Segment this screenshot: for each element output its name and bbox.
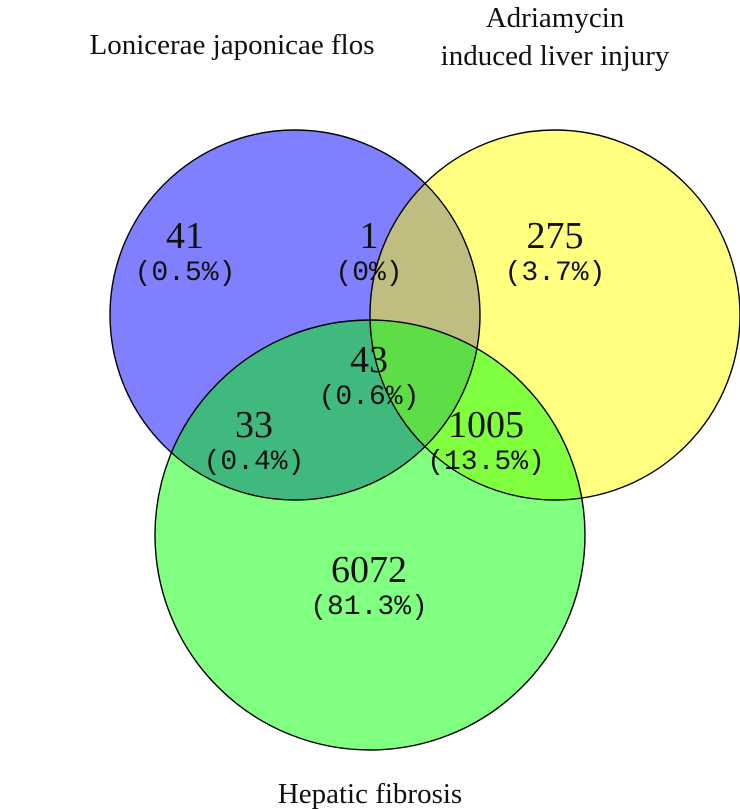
label-adriamycin-line-1: Adriamycin — [486, 2, 625, 34]
label-hepatic-fibrosis: Hepatic fibrosis — [278, 778, 462, 809]
percent-liver-only: (3.7%) — [505, 258, 606, 289]
percent-flos-only: (0.5%) — [135, 258, 236, 289]
count-fibrosis-only: 6072 — [331, 549, 407, 591]
percent-flos-fibrosis: (0.4%) — [204, 447, 305, 478]
outline-adriamycin-liver-injury — [369, 129, 740, 501]
percent-flos-liver: (0%) — [335, 258, 402, 289]
count-liver-only: 275 — [527, 215, 584, 257]
count-all-three: 43 — [350, 339, 388, 381]
count-liver-fibrosis: 1005 — [448, 404, 524, 446]
percent-fibrosis-only: (81.3%) — [310, 592, 428, 623]
region-liver-fibrosis — [370, 320, 585, 500]
percent-all-three: (0.6%) — [319, 382, 420, 413]
label-lonicerae-japonicae-flos: Lonicerae japonicae flos — [89, 29, 374, 61]
percent-liver-fibrosis: (13.5%) — [427, 447, 545, 478]
outline-hepatic-fibrosis — [154, 319, 586, 751]
count-flos-only: 41 — [166, 215, 204, 257]
count-flos-fibrosis: 33 — [235, 404, 273, 446]
outline-lonicerae-japonicae-flos — [109, 129, 481, 501]
label-adriamycin-line-2: induced liver injury — [441, 40, 670, 72]
count-flos-liver: 1 — [360, 215, 379, 257]
